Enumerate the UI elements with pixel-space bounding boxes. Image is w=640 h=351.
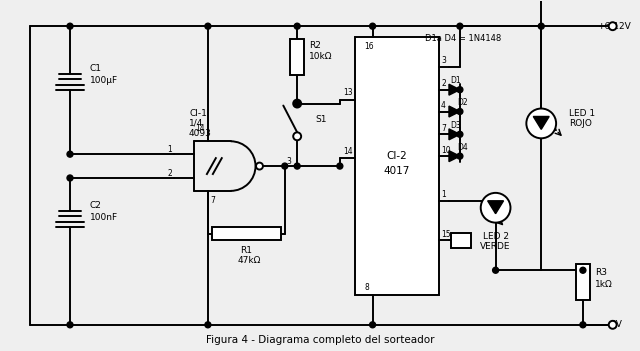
Text: 4093: 4093 (189, 129, 212, 138)
Text: 15: 15 (441, 230, 451, 239)
Text: D4: D4 (457, 143, 468, 152)
Text: 100μF: 100μF (90, 76, 118, 85)
Text: 4017: 4017 (384, 166, 410, 176)
Text: 1: 1 (168, 145, 172, 154)
Circle shape (580, 322, 586, 328)
Text: C2: C2 (90, 201, 102, 210)
Text: VERDE: VERDE (481, 242, 511, 251)
Text: 47kΩ: 47kΩ (237, 256, 261, 265)
Circle shape (457, 131, 463, 137)
Text: 10: 10 (441, 146, 451, 155)
Circle shape (337, 163, 343, 169)
Text: R2: R2 (309, 41, 321, 49)
Text: 1kΩ: 1kΩ (595, 280, 612, 289)
Circle shape (205, 322, 211, 328)
Circle shape (457, 87, 463, 93)
Text: CI-2: CI-2 (387, 151, 407, 161)
Bar (576, 264, 590, 300)
Circle shape (609, 321, 616, 329)
Text: Figura 4 - Diagrama completo del sorteador: Figura 4 - Diagrama completo del sortead… (205, 335, 435, 345)
Polygon shape (449, 151, 460, 161)
Text: 14: 14 (343, 147, 353, 156)
Text: LED 2: LED 2 (483, 232, 509, 241)
Text: CI-1: CI-1 (189, 109, 207, 118)
Bar (290, 39, 304, 75)
Text: 10kΩ: 10kΩ (309, 52, 333, 61)
Text: 1: 1 (441, 190, 446, 199)
Circle shape (457, 153, 463, 159)
Circle shape (370, 322, 376, 328)
Text: ROJO: ROJO (569, 119, 592, 128)
Text: 8: 8 (365, 283, 369, 292)
Text: C1: C1 (90, 64, 102, 73)
Text: D3: D3 (450, 121, 461, 130)
Circle shape (256, 163, 263, 170)
Circle shape (294, 23, 300, 29)
Circle shape (67, 175, 73, 181)
Circle shape (67, 151, 73, 157)
Text: 0V: 0V (611, 320, 623, 329)
Circle shape (481, 193, 511, 223)
Bar (212, 227, 281, 240)
Text: R1: R1 (241, 246, 252, 255)
Polygon shape (449, 129, 460, 140)
Text: D1a D4 = 1N4148: D1a D4 = 1N4148 (425, 34, 501, 42)
Circle shape (67, 23, 73, 29)
Text: 2: 2 (441, 79, 446, 88)
Polygon shape (533, 117, 549, 130)
Text: 16: 16 (365, 41, 374, 51)
Circle shape (67, 322, 73, 328)
Circle shape (294, 163, 300, 169)
Circle shape (370, 23, 376, 29)
Circle shape (293, 100, 301, 107)
Circle shape (205, 23, 211, 29)
Text: 1/4: 1/4 (189, 119, 204, 128)
Text: 4: 4 (441, 101, 446, 110)
Circle shape (526, 108, 556, 138)
Polygon shape (449, 106, 460, 117)
Circle shape (457, 23, 463, 29)
Text: +6/12V: +6/12V (596, 22, 630, 31)
Text: 7: 7 (210, 196, 215, 205)
Polygon shape (488, 201, 504, 214)
Polygon shape (449, 84, 460, 95)
Text: 2: 2 (168, 168, 172, 178)
Circle shape (493, 267, 499, 273)
Circle shape (457, 108, 463, 114)
Text: D1: D1 (450, 76, 461, 85)
Bar (451, 233, 471, 249)
Circle shape (282, 163, 288, 169)
Text: 3: 3 (287, 157, 292, 166)
Circle shape (580, 267, 586, 273)
Text: LED 1: LED 1 (569, 109, 595, 118)
Text: 100nF: 100nF (90, 213, 118, 222)
Circle shape (538, 23, 544, 29)
Text: 7: 7 (441, 124, 446, 133)
Text: 13: 13 (343, 88, 353, 97)
Text: D2: D2 (457, 98, 468, 107)
Bar (355, 37, 439, 295)
Text: 14: 14 (195, 124, 205, 133)
Text: R3: R3 (595, 268, 607, 277)
Circle shape (294, 101, 300, 107)
Text: S1: S1 (315, 115, 326, 125)
Circle shape (293, 132, 301, 140)
Circle shape (609, 22, 616, 30)
Text: 3: 3 (441, 57, 446, 65)
